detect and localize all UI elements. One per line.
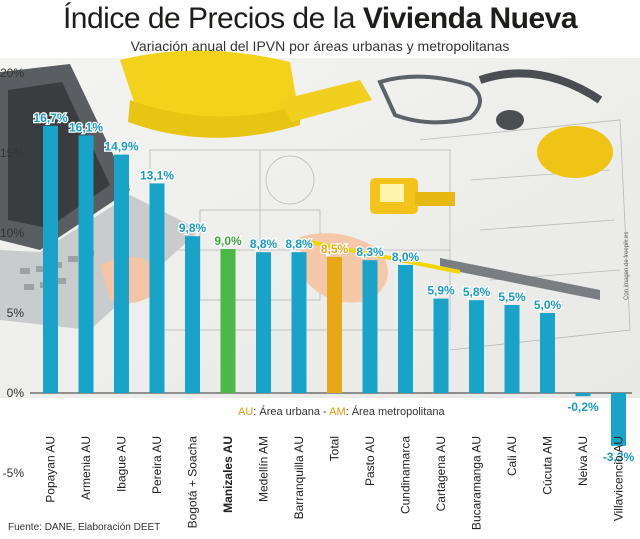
x-tick-label: Cali AU	[505, 436, 519, 476]
bar	[611, 393, 626, 446]
data-label: 14,9%	[104, 140, 138, 154]
x-tick-label: Cartagena AU	[434, 436, 448, 511]
bar	[43, 125, 58, 394]
x-tick-label: Total	[328, 436, 342, 461]
legend-au-text: : Área urbana -	[253, 406, 330, 418]
bar	[362, 260, 378, 393]
bar	[114, 154, 129, 393]
x-tick-label: Bucaramanga AU	[470, 436, 484, 530]
legend-am-key: AM	[329, 406, 346, 418]
x-tick-label: Barranquilla AU	[292, 436, 306, 519]
y-tick-label: 0%	[7, 386, 25, 400]
data-label: 16,1%	[69, 120, 103, 134]
title: Índice de Precios de la Vivienda Nueva	[0, 2, 640, 36]
x-tick-label: Ibague AU	[115, 436, 129, 492]
data-label: 8,5%	[321, 242, 349, 256]
bar	[469, 300, 484, 393]
bar	[78, 135, 94, 393]
x-tick-label: Pasto AU	[363, 436, 377, 486]
x-tick-label: Medellín AM	[257, 436, 271, 502]
bar	[504, 305, 520, 393]
bar	[220, 249, 236, 393]
data-label: 8,0%	[392, 250, 420, 264]
data-label: 9,0%	[214, 234, 242, 248]
image-credit: Con imagen de freepik.es	[624, 231, 630, 300]
bar	[540, 313, 555, 393]
x-tick-label: Armenia AU	[79, 436, 93, 500]
y-tick-label: 5%	[7, 306, 25, 320]
legend: AU: Área urbana - AM: Área metropolitana	[238, 406, 445, 418]
y-tick-label: -5%	[3, 466, 25, 480]
bar	[398, 265, 413, 393]
title-regular: Índice de Precios de la	[62, 2, 363, 35]
x-tick-label: Cundinamarca	[399, 436, 413, 514]
legend-au-key: AU	[238, 406, 254, 418]
x-tick-label: Pereira AU	[150, 436, 164, 494]
bar	[149, 183, 165, 393]
data-label: 5,0%	[534, 298, 562, 312]
bar	[256, 252, 271, 393]
x-tick-label: Cúcuta AM	[541, 436, 555, 495]
title-bold: Vivienda Nueva	[362, 2, 578, 35]
data-label: 13,1%	[140, 168, 174, 182]
data-label: -0,2%	[567, 400, 599, 414]
data-label: 8,8%	[285, 237, 313, 251]
x-tick-label: Popayan AU	[44, 436, 58, 503]
data-label: 16,7%	[33, 111, 67, 125]
data-label: 5,5%	[498, 290, 526, 304]
subtitle: Variación anual del IPVN por áreas urban…	[130, 38, 510, 54]
legend-am-text: : Área metropolitana	[345, 406, 445, 418]
bar	[291, 252, 307, 393]
data-label: -3,3%	[603, 450, 635, 464]
y-tick-label: 20%	[0, 66, 24, 80]
bar	[185, 236, 200, 393]
bar	[327, 257, 342, 393]
y-tick-label: 15%	[0, 146, 24, 160]
data-label: 5,9%	[427, 284, 455, 298]
data-label: 5,8%	[463, 285, 491, 299]
x-tick-label: Manizales AU	[221, 436, 235, 513]
data-label: 8,8%	[250, 237, 278, 251]
data-label: 8,3%	[356, 245, 384, 259]
y-tick-label: 10%	[0, 226, 24, 240]
bar	[575, 393, 591, 397]
x-tick-label: Villavicencio AU	[612, 436, 626, 521]
x-tick-label: Neiva AU	[576, 436, 590, 486]
x-tick-label: Bogotá + Soacha	[186, 436, 200, 529]
bar	[433, 298, 449, 393]
data-label: 9,8%	[179, 221, 207, 235]
source-note: Fuente: DANE, Elaboración DEET	[8, 522, 161, 533]
